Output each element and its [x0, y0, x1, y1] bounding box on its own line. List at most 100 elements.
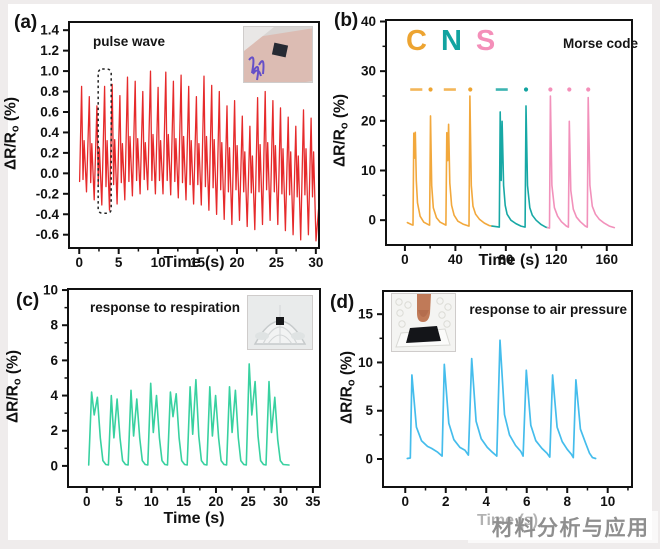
morse-letter-c: C — [406, 25, 427, 57]
svg-text:20: 20 — [229, 255, 244, 270]
svg-text:0: 0 — [402, 494, 410, 509]
svg-text:35: 35 — [305, 494, 321, 509]
panel-d-plot: 0 2 4 6 8 10 0 5 10 15 — [358, 290, 633, 509]
svg-text:5: 5 — [115, 255, 123, 270]
svg-text:1.4: 1.4 — [40, 23, 59, 38]
panel-c-plot: 0 5 10 15 20 25 30 35 0 2 4 6 8 10 — [43, 283, 321, 509]
ylabel-sub: o — [345, 379, 358, 387]
panel-a-ylabel: ΔR/Ro (%) — [3, 59, 22, 209]
svg-text:-0.4: -0.4 — [36, 207, 60, 222]
mask-photo-inset — [247, 295, 313, 350]
svg-text:15: 15 — [176, 494, 192, 509]
panel-a-plot: 0 5 10 15 20 25 30 1.4 1.2 1.0 0.8 0.6 0.4 0.2 0.0 -0.2… — [36, 21, 323, 270]
svg-text:160: 160 — [596, 252, 619, 267]
finger-press-photo-inset — [391, 293, 456, 352]
panel-label-c: (c) — [16, 290, 40, 311]
svg-text:40: 40 — [448, 252, 463, 267]
svg-text:0.4: 0.4 — [40, 125, 59, 140]
svg-text:120: 120 — [545, 252, 568, 267]
svg-text:-0.6: -0.6 — [36, 227, 60, 242]
svg-text:6: 6 — [523, 494, 531, 509]
svg-text:5: 5 — [115, 494, 123, 509]
svg-text:0: 0 — [50, 458, 58, 473]
svg-text:0.6: 0.6 — [40, 104, 59, 119]
svg-text:40: 40 — [361, 14, 376, 29]
finger-press-photo — [392, 294, 455, 351]
panel-b-plot: 0 40 80 120 160 0 10 20 30 40 — [361, 14, 633, 267]
svg-text:0: 0 — [368, 213, 376, 228]
ylabel-unit: (%) — [4, 350, 22, 379]
svg-text:20: 20 — [361, 113, 376, 128]
panel-b: 0 40 80 120 160 0 10 20 30 40 (b) Morse code C N … — [330, 0, 660, 275]
panel-label-a: (a) — [14, 12, 38, 33]
svg-text:2: 2 — [50, 423, 58, 438]
watermark: 材料分析与应用 — [468, 511, 658, 543]
svg-text:10: 10 — [43, 283, 58, 298]
panel-a-xlabel: Time (s) — [163, 254, 225, 271]
panel-d-annotation: response to air pressure — [469, 302, 627, 317]
panel-b-annotation: Morse code — [562, 36, 638, 51]
ylabel-main: ΔR/R — [4, 385, 22, 423]
watermark-text: 材料分析与应用 — [492, 517, 650, 540]
svg-text:0: 0 — [83, 494, 91, 509]
svg-text:20: 20 — [208, 494, 223, 509]
svg-text:30: 30 — [273, 494, 288, 509]
ylabel-main: ΔR/R — [338, 386, 356, 424]
morse-letter-n: N — [440, 25, 462, 57]
wrist-photo — [244, 27, 312, 82]
svg-text:8: 8 — [50, 318, 58, 333]
svg-text:25: 25 — [269, 255, 285, 270]
panel-c: 0 5 10 15 20 25 30 35 0 2 4 6 8 10 (c) response to re… — [0, 274, 330, 549]
ylabel-main: ΔR/R — [331, 129, 349, 167]
ylabel-unit: (%) — [331, 94, 349, 123]
svg-text:2: 2 — [442, 494, 450, 509]
panel-c-ylabel: ΔR/Ro (%) — [5, 312, 24, 462]
svg-text:0: 0 — [75, 255, 83, 270]
svg-text:10: 10 — [600, 494, 615, 509]
svg-text:1.0: 1.0 — [40, 64, 59, 79]
svg-text:1.2: 1.2 — [40, 43, 59, 58]
svg-text:15: 15 — [358, 307, 374, 322]
svg-text:4: 4 — [50, 388, 58, 403]
wrist-photo-inset — [243, 26, 313, 83]
panel-a-annotation: pulse wave — [93, 34, 166, 49]
svg-text:15: 15 — [190, 255, 206, 270]
svg-text:25: 25 — [241, 494, 257, 509]
panel-label-b: (b) — [334, 10, 359, 31]
morse-letters: C N S — [406, 27, 495, 56]
ylabel-sub: o — [11, 378, 24, 386]
svg-text:6: 6 — [50, 353, 58, 368]
panel-c-annotation: response to respiration — [90, 300, 241, 315]
svg-text:-0.2: -0.2 — [36, 186, 59, 201]
panel-d-ylabel: ΔR/Ro (%) — [339, 313, 358, 463]
svg-text:0.8: 0.8 — [40, 84, 59, 99]
ylabel-main: ΔR/R — [2, 132, 20, 170]
svg-text:30: 30 — [361, 64, 376, 79]
panel-b-xlabel: Time (s) — [478, 252, 540, 269]
ylabel-sub: o — [338, 122, 351, 130]
ylabel-unit: (%) — [2, 97, 20, 126]
svg-text:0.2: 0.2 — [40, 145, 59, 160]
svg-text:10: 10 — [361, 163, 376, 178]
ylabel-unit: (%) — [338, 351, 356, 380]
svg-text:0.0: 0.0 — [40, 166, 59, 181]
svg-text:8: 8 — [563, 494, 571, 509]
panel-b-ylabel: ΔR/Ro (%) — [332, 56, 351, 206]
svg-text:80: 80 — [498, 252, 513, 267]
svg-text:30: 30 — [308, 255, 323, 270]
morse-letter-s: S — [475, 25, 496, 57]
panel-a: 0 5 10 15 20 25 30 1.4 1.2 1.0 0.8 0.6 0.4 0.2 0.0 -0.2… — [0, 0, 330, 275]
svg-text:4: 4 — [482, 494, 490, 509]
ylabel-sub: o — [9, 125, 22, 133]
svg-text:10: 10 — [144, 494, 159, 509]
svg-text:0: 0 — [365, 452, 373, 467]
svg-text:10: 10 — [151, 255, 166, 270]
svg-text:10: 10 — [358, 355, 373, 370]
panel-label-d: (d) — [330, 292, 355, 313]
svg-text:0: 0 — [401, 252, 409, 267]
panel-c-xlabel: Time (s) — [163, 510, 225, 527]
panel-d: 0 2 4 6 8 10 0 5 10 15 (d) response to air pressu… — [330, 274, 660, 549]
svg-text:5: 5 — [365, 403, 373, 418]
mask-photo — [248, 296, 312, 349]
